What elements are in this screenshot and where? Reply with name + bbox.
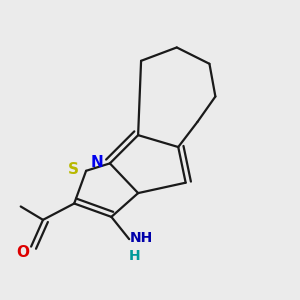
Text: H: H [129,249,140,263]
Text: S: S [68,162,79,177]
Text: N: N [91,155,104,170]
Text: O: O [16,245,29,260]
Text: NH: NH [130,231,153,245]
